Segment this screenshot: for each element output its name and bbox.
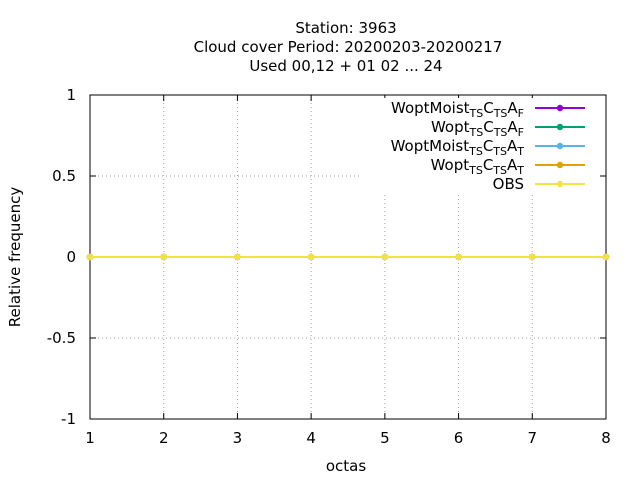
data-point <box>381 253 389 261</box>
x-tick-label: 3 <box>233 429 243 447</box>
data-point <box>602 253 610 261</box>
x-tick-label: 5 <box>380 429 390 447</box>
title-line-station: Station: 3963 <box>295 19 396 37</box>
data-point <box>234 253 241 261</box>
x-tick-label: 4 <box>306 429 316 447</box>
data-point <box>86 253 94 261</box>
legend-swatch-point <box>556 161 564 169</box>
y-tick-label: 1 <box>66 86 76 104</box>
legend: WoptMoistTSCTSAFWoptTSCTSAFWoptMoistTSCT… <box>391 99 585 193</box>
chart-title: Station: 3963 Cloud cover Period: 202002… <box>194 19 503 75</box>
legend-label: WoptTSCTSAT <box>431 156 525 177</box>
legend-swatch-point <box>556 104 564 112</box>
y-tick-label: -1 <box>61 410 76 428</box>
legend-label: WoptMoistTSCTSAF <box>391 99 524 120</box>
legend-swatch-point <box>556 180 564 188</box>
title-line-period: Cloud cover Period: 20200203-20200217 <box>194 38 503 56</box>
y-tick-label: -0.5 <box>47 329 76 347</box>
legend-label: OBS <box>493 175 524 193</box>
x-tick-label: 8 <box>601 429 611 447</box>
x-axis-label: octas <box>326 457 366 475</box>
data-point <box>307 253 315 261</box>
data-point <box>160 253 167 261</box>
x-tick-label: 7 <box>528 429 538 447</box>
data-point <box>529 253 536 261</box>
legend-swatch-point <box>556 123 564 131</box>
y-tick-label: 0.5 <box>52 167 76 185</box>
title-line-used: Used 00,12 + 01 02 ... 24 <box>249 57 442 75</box>
y-axis-label: Relative frequency <box>6 187 24 328</box>
y-tick-label: 0 <box>66 248 76 266</box>
x-tick-label: 6 <box>454 429 464 447</box>
x-tick-label: 2 <box>159 429 169 447</box>
series-layer <box>86 253 610 261</box>
legend-label: WoptMoistTSCTSAT <box>391 137 525 158</box>
x-tick-label: 1 <box>85 429 95 447</box>
data-point <box>455 253 462 261</box>
legend-label: WoptTSCTSAF <box>431 118 524 139</box>
legend-swatch-point <box>556 142 564 150</box>
